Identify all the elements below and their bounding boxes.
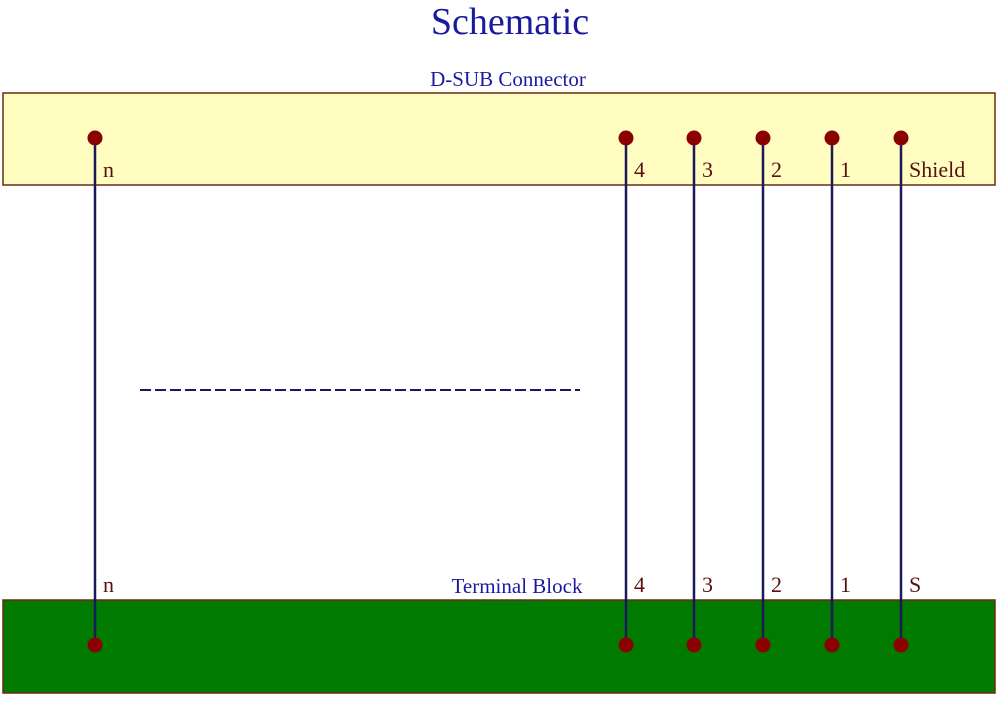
terminal-block-label: Terminal Block [452,574,583,598]
connector-pin-dot [87,130,103,146]
connector-pin-label: n [103,157,114,182]
terminal-pin-dot [824,637,840,653]
connector-pin-dot [686,130,702,146]
terminal-pin-label: 2 [771,572,782,597]
terminal-pin-dot [755,637,771,653]
terminal-block [2,599,996,694]
connector-pin-dot [618,130,634,146]
terminal-pin-dot [87,637,103,653]
terminal-pin-label: S [909,572,921,597]
terminal-pin-dot [893,637,909,653]
connector-pin-label: 1 [840,157,851,182]
connector-pin-label: 4 [634,157,645,182]
terminal-pin-dot [618,637,634,653]
diagram-title: Schematic [431,1,589,43]
terminal-pin-dot [686,637,702,653]
terminal-pin-label: n [103,572,114,597]
connector-label: D-SUB Connector [430,67,586,91]
connector-pin-dot [824,130,840,146]
connector-pin-dot [755,130,771,146]
terminal-pin-label: 3 [702,572,713,597]
connector-pin-label: 2 [771,157,782,182]
connector-pin-dot [893,130,909,146]
terminal-pin-label: 1 [840,572,851,597]
terminal-pin-label: 4 [634,572,645,597]
connector-pin-label: Shield [909,157,965,182]
connector-pin-label: 3 [702,157,713,182]
